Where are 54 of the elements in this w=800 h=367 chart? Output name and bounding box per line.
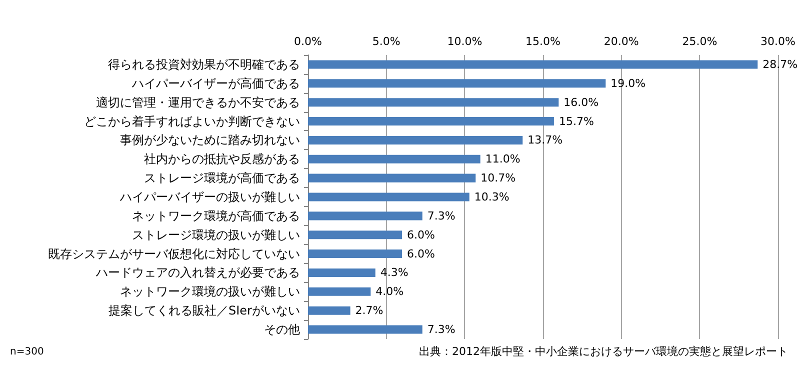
- bar: [308, 212, 422, 220]
- y-tick-label: 得られる投資対効果が不明確である: [108, 57, 300, 72]
- text: n=300: [10, 346, 44, 358]
- data-label: 7.3%: [427, 209, 456, 222]
- y-tick-label: ハイパーバイザーが高価である: [131, 76, 300, 90]
- data-label: 15.7%: [558, 114, 594, 128]
- bar: [308, 306, 350, 315]
- bar: [308, 287, 371, 296]
- bar: [308, 192, 470, 202]
- x-tick-label: 15.0%: [526, 35, 560, 48]
- y-tick-label: 既存システムがサーバ仮想化に対応していない: [48, 246, 300, 261]
- data-label: 13.7%: [528, 134, 563, 147]
- bar: [308, 268, 376, 277]
- bar: [308, 98, 559, 107]
- y-tick-label: ネットワーク環境の扱いが難しい: [120, 284, 300, 299]
- y-tick-label: その他: [264, 322, 300, 337]
- data-label: 4.3%: [380, 266, 408, 280]
- y-tick-label: ストレージ環境が高価である: [144, 171, 300, 186]
- data-label: 10.7%: [480, 172, 516, 185]
- data-label: 10.3%: [474, 190, 510, 204]
- data-label: 11.0%: [485, 152, 520, 166]
- data-label: 6.0%: [407, 228, 435, 242]
- y-tick-label: 事例が少ないために踏み切れない: [120, 133, 300, 148]
- data-label: 4.0%: [376, 285, 404, 298]
- y-tick-label: ストレージ環境の扱いが難しい: [132, 228, 300, 242]
- x-tick-label: 0.0%: [294, 35, 322, 48]
- data-label: 7.3%: [427, 323, 456, 336]
- y-tick-label: 社内からの抵抗や反感がある: [144, 152, 300, 166]
- y-tick-label: どこから着手すればよいか判断できない: [84, 114, 300, 128]
- data-label: 2.7%: [355, 304, 384, 318]
- y-tick-label: ハードウェアの入れ替えが必要である: [95, 266, 300, 280]
- data-label: 28.7%: [762, 58, 798, 71]
- x-tick-label: 10.0%: [447, 35, 482, 48]
- x-tick-label: 25.0%: [682, 35, 718, 48]
- bar: [308, 250, 402, 258]
- bar: [308, 117, 554, 126]
- x-tick-label: 20.0%: [604, 35, 639, 48]
- source-note: 出典：2012年版中堅・中小企業におけるサーバ環境の実態と展望レポート: [419, 345, 788, 358]
- x-tick-label: 30.0%: [760, 35, 796, 48]
- x-tick-label: 5.0%: [372, 35, 400, 48]
- bar: [308, 60, 758, 69]
- y-tick-label: ハイパーバイザーの扱いが難しい: [119, 190, 300, 204]
- y-tick-label: ネットワーク環境が高価である: [132, 208, 300, 223]
- bar: [308, 79, 606, 88]
- bar: [308, 154, 480, 164]
- bar: [308, 230, 402, 240]
- bar: [308, 325, 422, 334]
- data-label: 16.0%: [564, 96, 599, 109]
- data-label: 19.0%: [610, 76, 646, 90]
- y-tick-label: 提案してくれる販社／SIerがいない: [108, 304, 300, 318]
- data-label: 6.0%: [407, 247, 435, 260]
- bar: [308, 136, 523, 144]
- y-tick-label: 適切に管理・運用できるか不安である: [96, 95, 300, 110]
- bar: [308, 174, 476, 182]
